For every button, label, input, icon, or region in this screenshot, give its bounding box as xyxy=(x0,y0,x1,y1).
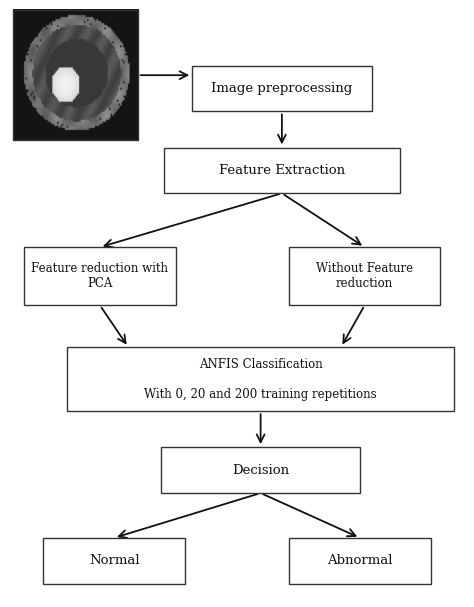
FancyBboxPatch shape xyxy=(43,538,185,583)
FancyBboxPatch shape xyxy=(67,347,455,411)
Text: Image preprocessing: Image preprocessing xyxy=(211,82,353,95)
Text: Feature Extraction: Feature Extraction xyxy=(219,164,345,177)
FancyBboxPatch shape xyxy=(192,66,372,111)
FancyBboxPatch shape xyxy=(289,538,431,583)
Text: Feature reduction with
PCA: Feature reduction with PCA xyxy=(31,262,168,290)
Text: Normal: Normal xyxy=(89,554,139,568)
Text: ANFIS Classification

With 0, 20 and 200 training repetitions: ANFIS Classification With 0, 20 and 200 … xyxy=(144,358,377,401)
Text: Decision: Decision xyxy=(232,464,289,476)
FancyBboxPatch shape xyxy=(24,248,175,305)
Text: Without Feature
reduction: Without Feature reduction xyxy=(316,262,413,290)
FancyBboxPatch shape xyxy=(164,148,400,193)
Text: Abnormal: Abnormal xyxy=(327,554,392,568)
FancyBboxPatch shape xyxy=(161,447,360,493)
FancyBboxPatch shape xyxy=(289,248,440,305)
Bar xyxy=(12,10,138,140)
